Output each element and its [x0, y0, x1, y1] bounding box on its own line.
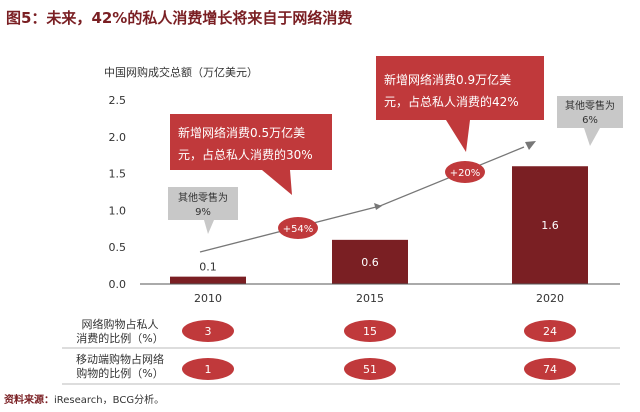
- callout-2015-line1: 新增网络消费0.5万亿美: [178, 125, 305, 140]
- y-tick-label: 2.0: [109, 131, 127, 144]
- other-retail-2020-line2: 6%: [582, 115, 598, 126]
- other-retail-2010-line2: 9%: [195, 207, 211, 218]
- y-tick-label: 2.5: [109, 94, 127, 107]
- bar-2015: [332, 239, 408, 284]
- table-row2-label-line2: 购物的比例（%）: [76, 367, 164, 380]
- table-value-badge: [524, 320, 576, 342]
- table-value-badge: [344, 320, 396, 342]
- table-value-badge: [182, 358, 234, 380]
- trend-arrow-head: [374, 203, 382, 210]
- table-row1-label-line2: 消费的比例（%）: [76, 332, 164, 345]
- source-note: 资料来源：iResearch，BCG分析。: [4, 391, 164, 406]
- table-row2-label: 移动端购物占网络 购物的比例（%）: [60, 353, 180, 381]
- callout-2020-line1: 新增网络消费0.9万亿美: [384, 72, 511, 87]
- growth-badge-2: [445, 161, 485, 183]
- table-value-text: 1: [205, 363, 212, 376]
- y-tick-label: 1.0: [109, 204, 127, 217]
- table-value-badge: [344, 358, 396, 380]
- y-axis-unit-label: 中国网购成交总额（万亿美元）: [104, 66, 258, 79]
- bar-value-label: 0.6: [361, 256, 379, 269]
- y-tick-label: 0.0: [109, 278, 127, 291]
- y-tick-label: 1.5: [109, 168, 127, 181]
- source-text: iResearch，BCG分析。: [54, 395, 165, 406]
- callout-2020: 新增网络消费0.9万亿美 元，占总私人消费的42%: [376, 56, 544, 152]
- callout-2015-line2: 元，占总私人消费的30%: [178, 147, 313, 162]
- table-value-badge: [524, 358, 576, 380]
- other-retail-2020-line1: 其他零售为: [565, 99, 615, 112]
- other-retail-2010-line1: 其他零售为: [178, 191, 228, 204]
- data-table: 3 15 24 1 51 74: [182, 320, 576, 380]
- table-value-text: 51: [363, 363, 377, 376]
- table-row1-label: 网络购物占私人 消费的比例（%）: [60, 318, 180, 346]
- growth-badge-1-label: +54%: [283, 224, 314, 235]
- callout-2015: 新增网络消费0.5万亿美 元，占总私人消费的30%: [170, 114, 332, 195]
- table-value-text: 15: [363, 325, 377, 338]
- source-label: 资料来源：: [4, 395, 54, 406]
- table-row2-label-line1: 移动端购物占网络: [76, 353, 164, 366]
- growth-badge-2-label: +20%: [450, 168, 481, 179]
- bar-value-label: 0.1: [199, 261, 217, 274]
- table-value-text: 24: [543, 325, 557, 338]
- x-tick-label: 2015: [356, 292, 384, 305]
- bars: 0.1 0.6 1.6: [170, 166, 588, 284]
- bar-2020: [512, 166, 588, 284]
- callout-2020-line2: 元，占总私人消费的42%: [384, 94, 519, 109]
- other-retail-2020: 其他零售为 6%: [557, 96, 623, 146]
- y-axis: 0.0 0.5 1.0 1.5 2.0 2.5: [109, 94, 127, 291]
- table-row1-label-line1: 网络购物占私人: [81, 318, 159, 331]
- x-tick-label: 2020: [536, 292, 564, 305]
- table-value-text: 74: [543, 363, 557, 376]
- other-retail-2010: 其他零售为 9%: [168, 187, 238, 234]
- figure-title: 图5：未来，42%的私人消费增长将来自于网络消费: [6, 9, 353, 27]
- y-tick-label: 0.5: [109, 241, 127, 254]
- x-axis-ticks: 2010 2015 2020: [194, 292, 564, 305]
- trend-arrow-head-end: [525, 141, 536, 150]
- bar-2010: [170, 276, 246, 284]
- bar-value-label: 1.6: [541, 219, 559, 232]
- growth-badge-1: [278, 217, 318, 239]
- table-value-badge: [182, 320, 234, 342]
- table-value-text: 3: [205, 325, 212, 338]
- x-tick-label: 2010: [194, 292, 222, 305]
